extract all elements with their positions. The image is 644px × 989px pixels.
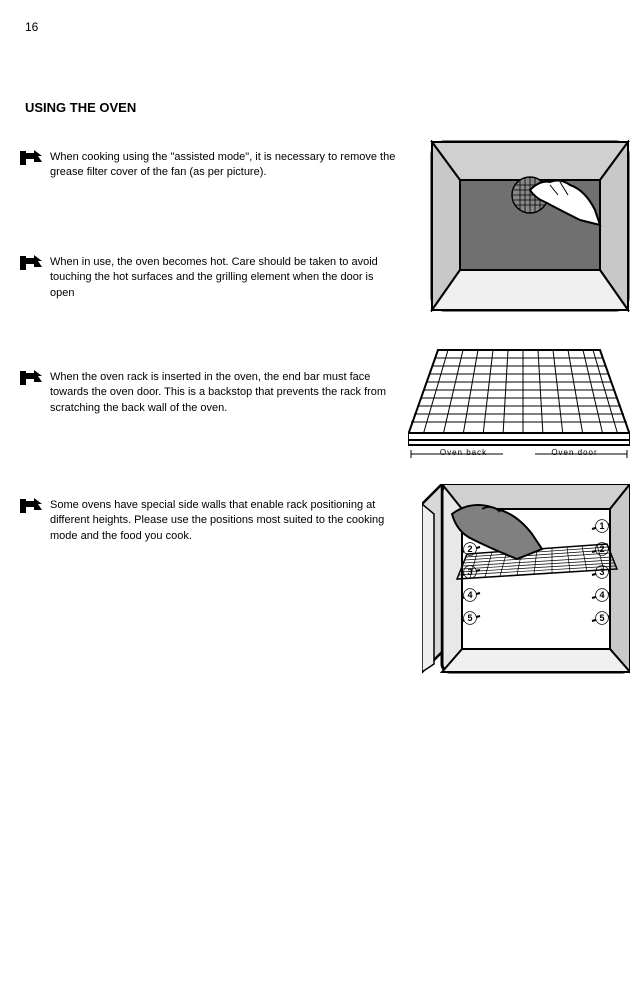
svg-text:2: 2 xyxy=(599,544,604,554)
svg-text:2: 2 xyxy=(467,544,472,554)
svg-text:4: 4 xyxy=(467,590,472,600)
svg-text:1: 1 xyxy=(599,521,604,531)
rack-dimension-labels: Oven back Oven door xyxy=(408,448,630,457)
rack-label-right: Oven door xyxy=(519,448,630,457)
figure-oven-cavity xyxy=(430,140,630,312)
instruction-row: When in use, the oven becomes hot. Care … xyxy=(20,255,400,301)
figure-oven-rack xyxy=(408,340,630,460)
rack-label-left: Oven back xyxy=(408,448,519,457)
svg-text:5: 5 xyxy=(467,613,472,623)
page-number: 16 xyxy=(25,20,38,34)
svg-text:5: 5 xyxy=(599,613,604,623)
pointer-icon xyxy=(20,150,42,166)
svg-text:4: 4 xyxy=(599,590,604,600)
pointer-icon xyxy=(20,255,42,271)
figure-oven-shelves: 1 2 3 4 5 1 2 3 4 5 xyxy=(422,484,630,674)
instruction-text: Some ovens have special side walls that … xyxy=(50,498,400,544)
section-title: USING THE OVEN xyxy=(25,100,136,115)
instruction-text: When the oven rack is inserted in the ov… xyxy=(50,370,400,416)
instruction-row: Some ovens have special side walls that … xyxy=(20,498,400,544)
instruction-row: When the oven rack is inserted in the ov… xyxy=(20,370,400,416)
pointer-icon xyxy=(20,370,42,386)
instruction-text: When in use, the oven becomes hot. Care … xyxy=(50,255,400,301)
pointer-icon xyxy=(20,498,42,514)
instruction-row: When cooking using the "assisted mode", … xyxy=(20,150,400,181)
instruction-text: When cooking using the "assisted mode", … xyxy=(50,150,400,181)
